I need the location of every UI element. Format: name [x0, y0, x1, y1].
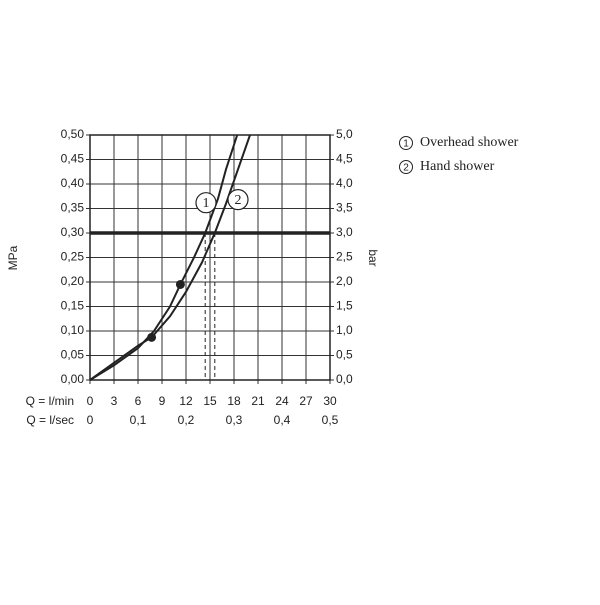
curve-badge: [195, 192, 217, 214]
x2-tick-label: 0,5: [322, 413, 339, 427]
y-tick-label: 0,35: [61, 201, 85, 215]
y-tick-label: 0,00: [61, 372, 85, 386]
legend-badge-label: 2: [403, 163, 409, 174]
x2-tick-label: 0,3: [226, 413, 243, 427]
y-tick-label: 0,15: [61, 299, 85, 313]
curve-badge-label: 1: [203, 196, 210, 211]
x-tick-label: 6: [135, 394, 142, 408]
y-axis-label: MPa: [6, 245, 20, 270]
y2-tick-label: 1,5: [336, 299, 353, 313]
x2-tick-label: 0,2: [178, 413, 195, 427]
y-tick-label: 0,50: [61, 127, 85, 141]
y2-tick-label: 4,0: [336, 176, 353, 190]
plot-frame: [89, 134, 331, 381]
y2-tick-label: 3,0: [336, 225, 353, 239]
y2-axis-label: bar: [366, 249, 380, 266]
x2-tick-label: 0,1: [130, 413, 147, 427]
x-tick-label: 27: [299, 394, 313, 408]
x-tick-label: 21: [251, 394, 265, 408]
x-tick-label: 3: [111, 394, 118, 408]
legend-badge-label: 1: [403, 139, 409, 150]
series-line: [89, 134, 251, 381]
y-tick-label: 0,25: [61, 250, 85, 264]
curve-badge: [227, 189, 249, 211]
legend-label: Overhead shower: [420, 135, 519, 150]
x-tick-label: 9: [159, 394, 166, 408]
x-axis-label: Q = l/min: [26, 394, 74, 408]
x2-tick-label: 0,4: [274, 413, 291, 427]
y2-tick-label: 2,0: [336, 274, 353, 288]
y-tick-label: 0,20: [61, 274, 85, 288]
legend-badge: [399, 160, 413, 174]
y-tick-label: 0,05: [61, 348, 85, 362]
y2-tick-label: 0,0: [336, 372, 353, 386]
y2-tick-label: 0,5: [336, 348, 353, 362]
x-tick-label: 18: [227, 394, 241, 408]
x-tick-label: 15: [203, 394, 217, 408]
y2-tick-label: 3,5: [336, 201, 353, 215]
x2-axis-label: Q = l/sec: [26, 413, 74, 427]
y-tick-label: 0,10: [61, 323, 85, 337]
y2-tick-label: 1,0: [336, 323, 353, 337]
y-tick-label: 0,45: [61, 152, 85, 166]
operating-point: [147, 332, 157, 342]
operating-point: [175, 279, 185, 289]
x-tick-label: 24: [275, 394, 289, 408]
legend-badge: [399, 136, 413, 150]
x-tick-label: 30: [323, 394, 337, 408]
x-tick-label: 0: [87, 394, 94, 408]
y-tick-label: 0,30: [61, 225, 85, 239]
y2-tick-label: 4,5: [336, 152, 353, 166]
y2-tick-label: 5,0: [336, 127, 353, 141]
curve-badge-label: 2: [235, 193, 242, 208]
x2-tick-label: 0: [87, 413, 94, 427]
y2-tick-label: 2,5: [336, 250, 353, 264]
legend-label: Hand shower: [420, 159, 495, 174]
x-tick-label: 12: [179, 394, 193, 408]
y-tick-label: 0,40: [61, 176, 85, 190]
